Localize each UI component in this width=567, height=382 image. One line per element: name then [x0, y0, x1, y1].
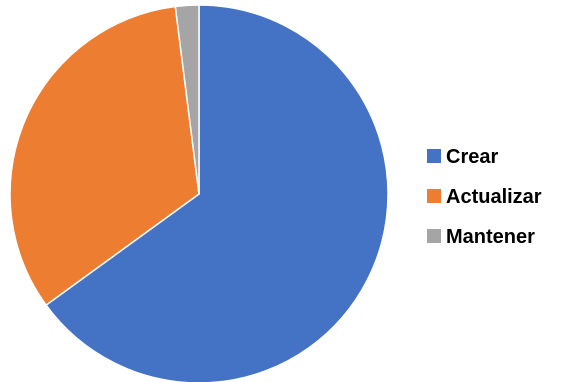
legend-label-mantener: Mantener	[446, 226, 535, 248]
legend-swatch-mantener	[427, 229, 441, 243]
legend-item-actualizar: Actualizar	[427, 186, 542, 208]
legend-label-crear: Crear	[446, 146, 498, 168]
legend-label-actualizar: Actualizar	[446, 186, 542, 208]
legend-swatch-crear	[427, 149, 441, 163]
legend-item-crear: Crear	[427, 146, 498, 168]
legend-swatch-actualizar	[427, 189, 441, 203]
pie-slices	[9, 4, 389, 382]
pie-slice-mantener	[174, 4, 200, 195]
pie-slice-actualizar	[9, 5, 200, 307]
legend-item-mantener: Mantener	[427, 226, 535, 248]
legend: Crear Actualizar Mantener	[427, 146, 542, 248]
pie-slice-crear	[45, 4, 389, 382]
